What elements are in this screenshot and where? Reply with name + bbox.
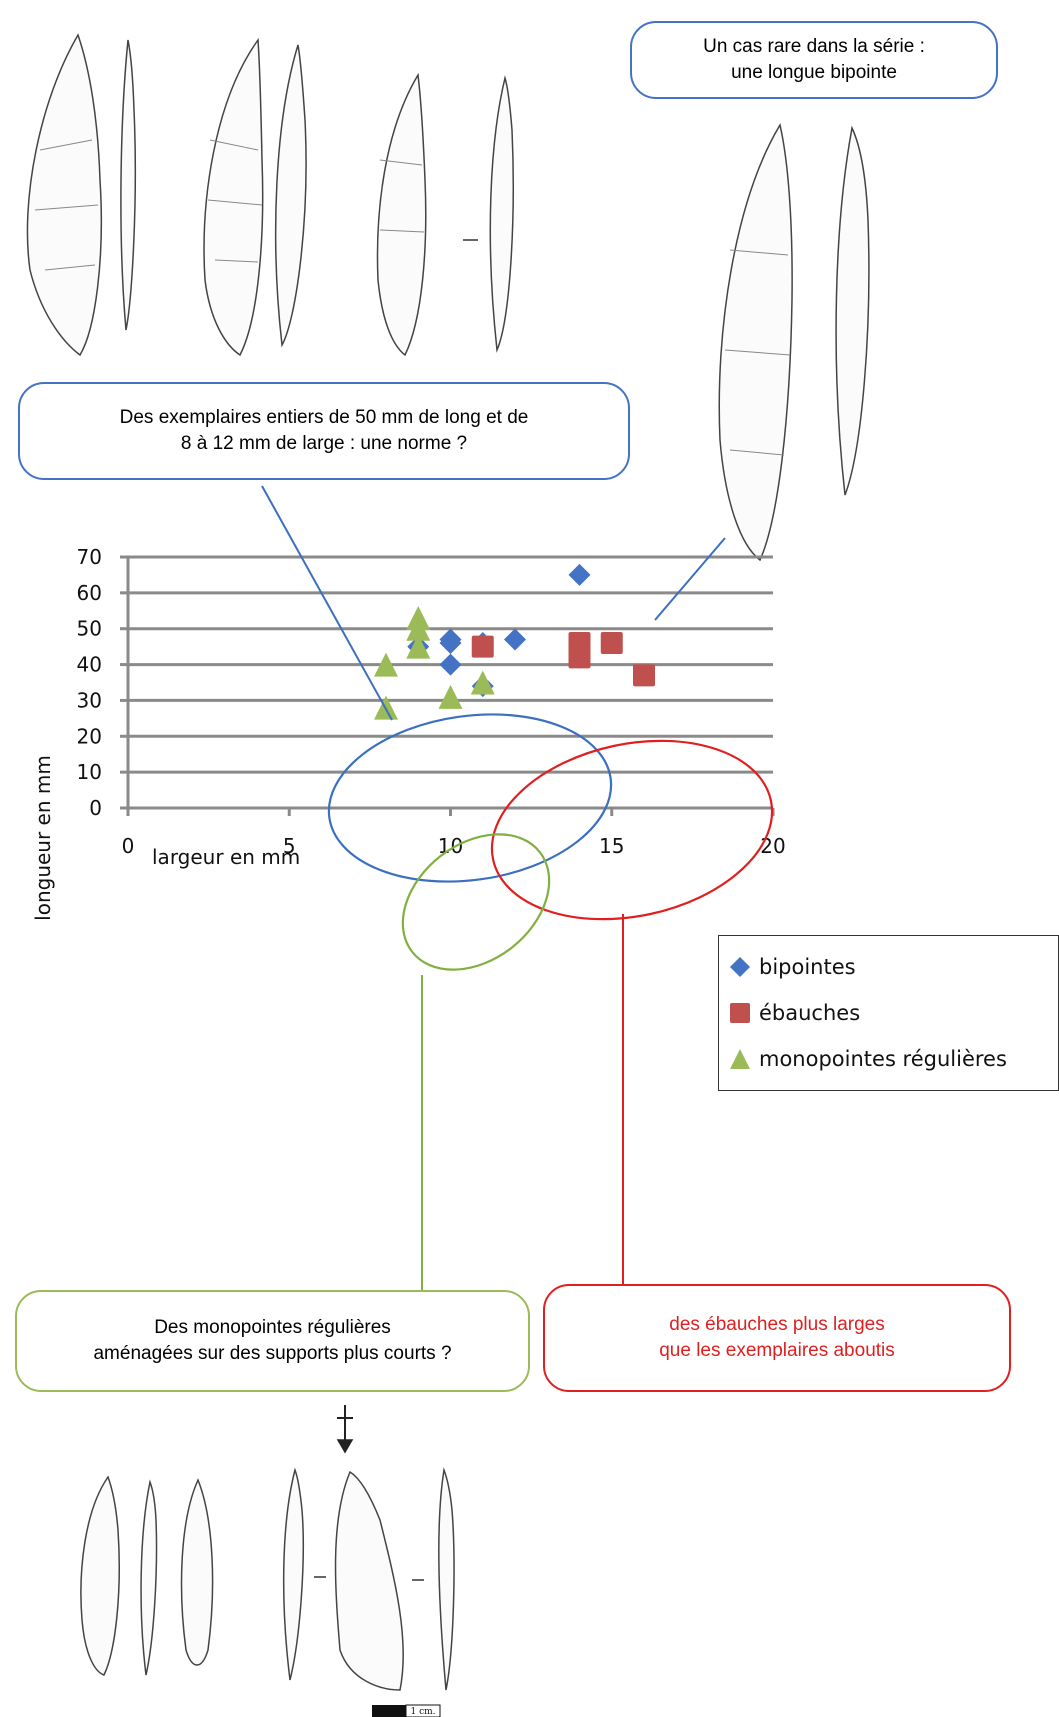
x-tick-label: 15 bbox=[599, 834, 624, 858]
legend-label-bipointes: bipointes bbox=[759, 955, 856, 979]
monopointes-cluster-ellipse bbox=[401, 833, 551, 971]
callout-ebauches: des ébauches plus larges que les exempla… bbox=[543, 1284, 1011, 1392]
connector-bipointe bbox=[654, 537, 726, 621]
y-axis-label: longueur en mm bbox=[31, 755, 55, 921]
flint-drawing-1 bbox=[26, 33, 137, 357]
callout-long-bipointe-line1: Un cas rare dans la série : bbox=[703, 36, 925, 57]
triangle-marker-icon bbox=[730, 1049, 750, 1069]
monopointe-point bbox=[406, 616, 431, 641]
chart-legend: bipointes ébauches monopointes régulière… bbox=[718, 935, 1059, 1091]
monopointe-point bbox=[438, 684, 463, 709]
callout-norme-line1: Des exemplaires entiers de 50 mm de long… bbox=[119, 407, 529, 428]
callout-monopointes-line2: aménagées sur des supports plus courts ? bbox=[93, 1343, 452, 1364]
flint-drawing-3 bbox=[376, 72, 514, 357]
x-tick-label: 5 bbox=[283, 834, 296, 858]
ebauche-point bbox=[568, 646, 591, 669]
connector-norme bbox=[261, 485, 393, 721]
y-tick-label: 30 bbox=[77, 688, 102, 712]
callout-monopointes: Des monopointes régulières aménagées sur… bbox=[15, 1290, 530, 1392]
monopointe-point bbox=[406, 634, 431, 659]
bipointe-point bbox=[439, 632, 462, 655]
callout-long-bipointe: Un cas rare dans la série : une longue b… bbox=[630, 21, 998, 99]
legend-item-monopointes: monopointes régulières bbox=[729, 1044, 1007, 1074]
y-tick-label: 60 bbox=[77, 581, 102, 605]
y-tick-label: 50 bbox=[77, 617, 102, 641]
chart-axes bbox=[120, 555, 775, 816]
flint-drawing-bipointe bbox=[718, 123, 870, 562]
square-marker-icon bbox=[730, 1003, 750, 1023]
y-tick-label: 0 bbox=[89, 796, 102, 820]
x-tick-label: 20 bbox=[760, 834, 785, 858]
legend-item-ebauches: ébauches bbox=[729, 998, 860, 1028]
callout-monopointes-line1: Des monopointes régulières bbox=[154, 1317, 391, 1338]
ebauche-point bbox=[471, 635, 494, 658]
monopointe-point bbox=[374, 652, 398, 677]
flint-drawing-bottom-group bbox=[80, 1405, 455, 1691]
scale-bar: 1 cm. bbox=[372, 1704, 441, 1717]
ebauche-point bbox=[600, 632, 623, 655]
bipointe-point bbox=[504, 628, 526, 651]
flint-drawing-2 bbox=[203, 37, 307, 357]
y-tick-label: 20 bbox=[77, 724, 102, 748]
x-axis-label: largeur en mm bbox=[152, 845, 300, 869]
y-tick-label: 10 bbox=[77, 760, 102, 784]
data-points bbox=[374, 563, 655, 720]
y-tick-label: 70 bbox=[77, 545, 102, 569]
diamond-marker-icon bbox=[730, 957, 750, 977]
bipointe-point bbox=[439, 653, 462, 676]
scale-bar-label: 1 cm. bbox=[410, 1707, 435, 1717]
y-tick-label: 40 bbox=[77, 653, 102, 677]
callout-ebauches-line2: que les exemplaires aboutis bbox=[659, 1340, 895, 1361]
bipointes-cluster-ellipse bbox=[327, 713, 613, 883]
monopointe-point bbox=[470, 670, 495, 695]
bipointe-point bbox=[568, 563, 591, 586]
legend-label-monopointes: monopointes régulières bbox=[759, 1047, 1007, 1071]
ebauches-cluster-ellipse bbox=[490, 739, 774, 921]
legend-item-bipointes: bipointes bbox=[729, 952, 856, 982]
ebauche-point bbox=[633, 664, 655, 687]
callout-norme: Des exemplaires entiers de 50 mm de long… bbox=[18, 382, 630, 480]
callout-norme-line2: 8 à 12 mm de large : une norme ? bbox=[180, 433, 468, 454]
x-tick-label: 0 bbox=[122, 834, 135, 858]
callout-ebauches-line1: des ébauches plus larges bbox=[669, 1314, 885, 1335]
callout-long-bipointe-line2: une longue bipointe bbox=[731, 62, 897, 83]
legend-label-ebauches: ébauches bbox=[759, 1001, 861, 1025]
